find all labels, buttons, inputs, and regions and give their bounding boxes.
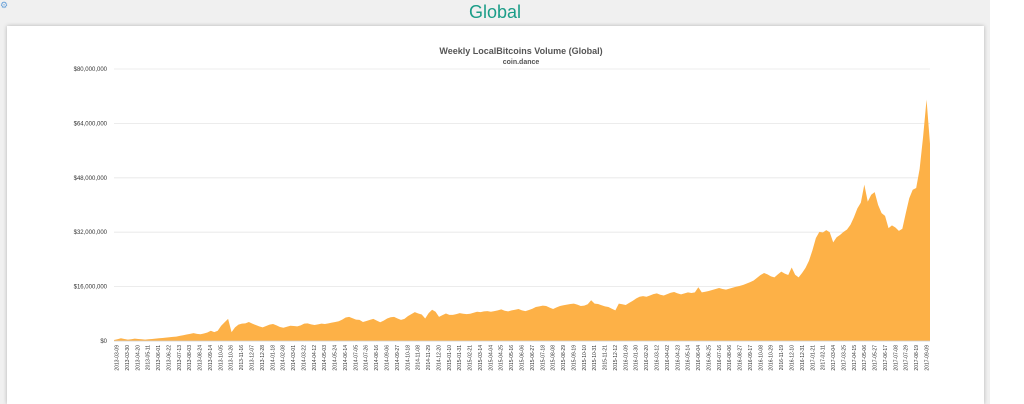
x-tick-label: 2015-09-19 xyxy=(571,345,577,371)
x-tick-label: 2017-07-08 xyxy=(893,345,899,371)
x-tick-label: 2016-01-09 xyxy=(623,345,629,371)
x-tick-label: 2015-07-18 xyxy=(540,345,546,371)
x-tick-label: 2017-02-11 xyxy=(821,345,827,370)
x-tick-label: 2017-04-15 xyxy=(852,345,858,371)
x-tick-label: 2015-05-16 xyxy=(509,345,515,371)
chart-card: Weekly LocalBitcoins Volume (Global) coi… xyxy=(7,26,984,404)
x-tick-label: 2014-07-05 xyxy=(353,345,359,371)
y-tick-label: $48,000,000 xyxy=(74,176,108,182)
x-tick-label: 2013-08-24 xyxy=(198,345,204,371)
x-tick-label: 2014-09-27 xyxy=(395,345,401,371)
x-tick-label: 2013-12-28 xyxy=(260,345,266,371)
y-tick-label: $0 xyxy=(100,339,107,345)
x-tick-label: 2016-03-12 xyxy=(655,345,661,371)
x-tick-label: 2015-01-31 xyxy=(457,345,463,371)
x-tick-label: 2013-03-09 xyxy=(115,345,121,371)
x-tick-label: 2015-06-27 xyxy=(530,345,536,371)
x-tick-label: 2017-05-06 xyxy=(862,345,868,371)
x-tick-label: 2014-11-08 xyxy=(416,345,422,370)
x-tick-label: 2013-06-01 xyxy=(156,345,162,371)
x-tick-label: 2014-03-22 xyxy=(301,345,307,371)
x-tick-label: 2016-08-06 xyxy=(727,345,733,371)
x-tick-label: 2016-08-27 xyxy=(738,345,744,371)
x-tick-label: 2013-04-20 xyxy=(135,345,141,371)
x-tick-label: 2014-05-03 xyxy=(322,345,328,371)
x-tick-label: 2013-10-26 xyxy=(229,345,235,371)
x-tick-label: 2017-03-04 xyxy=(831,345,837,371)
x-tick-label: 2015-08-29 xyxy=(561,345,567,371)
x-tick-label: 2017-07-29 xyxy=(904,345,910,371)
x-tick-label: 2016-09-17 xyxy=(748,345,754,371)
x-tick-label: 2014-06-14 xyxy=(343,345,349,371)
x-tick-label: 2014-02-08 xyxy=(281,345,287,371)
x-tick-label: 2015-10-31 xyxy=(592,345,598,371)
x-tick-label: 2013-03-30 xyxy=(125,345,131,371)
x-tick-label: 2016-10-08 xyxy=(758,345,764,371)
x-tick-label: 2016-10-29 xyxy=(769,345,775,371)
x-tick-label: 2013-07-13 xyxy=(177,345,183,371)
x-tick-label: 2016-01-30 xyxy=(634,345,640,371)
x-tick-label: 2014-11-29 xyxy=(426,345,432,370)
x-tick-label: 2015-11-21 xyxy=(603,345,609,370)
x-tick-label: 2015-01-10 xyxy=(447,345,453,371)
x-tick-label: 2014-05-24 xyxy=(333,345,339,371)
x-tick-label: 2017-03-25 xyxy=(841,345,847,371)
y-tick-label: $64,000,000 xyxy=(74,121,108,127)
x-tick-label: 2017-09-09 xyxy=(925,345,931,371)
x-tick-label: 2015-04-25 xyxy=(499,345,505,371)
x-tick-label: 2016-06-25 xyxy=(706,345,712,371)
x-axis: 2013-03-09 2013-03-30 2013-04-20 2013-05-11… xyxy=(114,340,931,371)
volume-area xyxy=(114,99,930,341)
x-tick-label: 2015-03-14 xyxy=(478,345,484,371)
right-margin xyxy=(990,0,1024,404)
x-tick-label: 2016-07-16 xyxy=(717,345,723,371)
y-tick-label: $16,000,000 xyxy=(74,285,108,291)
x-tick-label: 2017-06-17 xyxy=(883,345,889,371)
x-tick-label: 2017-08-19 xyxy=(914,345,920,371)
x-tick-label: 2016-12-10 xyxy=(790,345,796,371)
corner-settings-icon: ⚙ xyxy=(0,0,9,10)
x-tick-label: 2013-10-05 xyxy=(218,345,224,371)
x-tick-label: 2015-04-04 xyxy=(488,345,494,371)
x-tick-label: 2015-10-10 xyxy=(582,345,588,371)
x-tick-label: 2017-01-21 xyxy=(810,345,816,371)
gridlines xyxy=(114,68,930,288)
x-tick-label: 2014-08-16 xyxy=(374,345,380,371)
y-tick-label: $32,000,000 xyxy=(74,230,108,236)
chart-subtitle: coin.dance xyxy=(503,59,540,66)
x-tick-label: 2015-08-08 xyxy=(551,345,557,371)
x-tick-label: 2016-11-19 xyxy=(779,345,785,370)
x-tick-label: 2016-04-02 xyxy=(665,345,671,371)
volume-area-chart: Weekly LocalBitcoins Volume (Global) coi… xyxy=(74,46,931,371)
x-tick-label: 2015-02-21 xyxy=(468,345,474,371)
x-tick-label: 2016-06-04 xyxy=(696,345,702,371)
x-tick-label: 2017-05-27 xyxy=(873,345,879,371)
y-axis: $0 $16,000,000 $32,000,000 $48,000,000 $64,0… xyxy=(74,67,108,345)
x-tick-label: 2014-01-18 xyxy=(270,345,276,371)
x-tick-label: 2013-08-03 xyxy=(187,345,193,371)
x-tick-label: 2016-02-20 xyxy=(644,345,650,371)
x-tick-label: 2013-05-11 xyxy=(146,345,152,370)
x-tick-label: 2014-09-06 xyxy=(385,345,391,371)
x-tick-label: 2014-03-01 xyxy=(291,345,297,371)
x-tick-label: 2013-09-14 xyxy=(208,345,214,371)
x-tick-label: 2016-05-14 xyxy=(686,345,692,371)
x-tick-label: 2016-12-31 xyxy=(800,345,806,371)
x-tick-label: 2014-12-20 xyxy=(436,345,442,371)
area-series xyxy=(114,99,930,341)
x-tick-label: 2013-11-16 xyxy=(239,345,245,370)
x-tick-label: 2014-10-18 xyxy=(405,345,411,371)
x-tick-label: 2013-06-22 xyxy=(166,345,172,371)
x-tick-label: 2015-12-12 xyxy=(613,345,619,371)
x-tick-label: 2014-07-26 xyxy=(364,345,370,371)
x-tick-label: 2016-04-23 xyxy=(675,345,681,371)
x-tick-label: 2015-06-06 xyxy=(520,345,526,371)
y-tick-label: $80,000,000 xyxy=(74,67,108,73)
x-tick-label: 2013-12-07 xyxy=(250,345,256,371)
page-title: Global xyxy=(468,2,522,22)
chart-title: Weekly LocalBitcoins Volume (Global) xyxy=(439,46,602,56)
x-tick-label: 2014-04-12 xyxy=(312,345,318,371)
